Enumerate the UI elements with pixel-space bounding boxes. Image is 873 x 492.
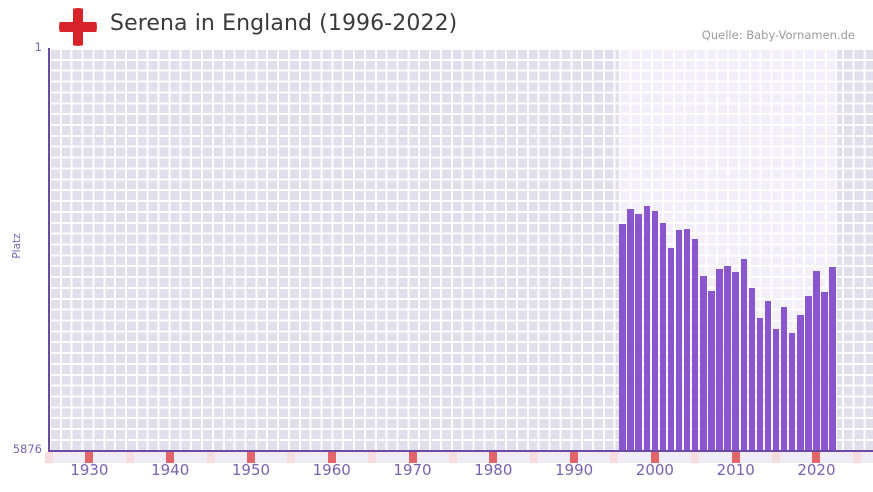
x-axis-minor-tick — [610, 452, 619, 463]
x-axis-major-tick — [489, 452, 498, 463]
x-axis-strip — [49, 452, 873, 463]
x-axis-major-tick — [812, 452, 821, 463]
x-axis-major-tick — [731, 452, 740, 463]
bar[interactable] — [780, 307, 788, 450]
bar[interactable] — [740, 258, 747, 450]
bar[interactable] — [805, 295, 812, 450]
x-axis-minor-tick — [45, 452, 53, 463]
bar[interactable] — [675, 229, 683, 450]
x-axis-tick-label: 2010 — [716, 461, 755, 479]
bar[interactable] — [708, 290, 715, 450]
england-flag-icon — [59, 8, 97, 46]
flag-cross-vertical — [73, 8, 83, 46]
x-axis-major-tick — [408, 452, 417, 463]
x-axis-major-tick — [85, 452, 94, 463]
bar[interactable] — [764, 301, 772, 450]
x-axis-major-tick — [166, 452, 175, 463]
x-axis-tick-label: 1930 — [70, 461, 109, 479]
x-axis-minor-tick — [448, 452, 457, 463]
x-axis-minor-tick — [772, 452, 781, 463]
bar[interactable] — [643, 206, 651, 450]
chart-title: Serena in England (1996-2022) — [110, 11, 458, 36]
y-axis-top-tick-label: 1 — [34, 40, 42, 54]
bar[interactable] — [813, 271, 820, 450]
bar[interactable] — [692, 238, 699, 450]
x-axis-tick-label: 1940 — [151, 461, 190, 479]
bar[interactable] — [716, 268, 723, 450]
bar[interactable] — [821, 291, 828, 450]
bar[interactable] — [619, 224, 626, 450]
bar[interactable] — [667, 248, 675, 450]
x-axis-minor-tick — [529, 452, 538, 463]
x-axis-minor-tick — [368, 452, 377, 463]
bar[interactable] — [627, 208, 634, 450]
x-axis-tick-label: 1960 — [312, 461, 351, 479]
bar[interactable] — [732, 272, 739, 450]
y-axis-title: Platz — [11, 233, 23, 259]
bar[interactable] — [659, 223, 667, 450]
x-axis-minor-tick — [206, 452, 215, 463]
x-axis-tick-label: 2000 — [635, 461, 674, 479]
x-axis-tick-label: 1980 — [474, 461, 513, 479]
y-axis-bottom-tick-label: 5876 — [12, 442, 42, 456]
x-axis-minor-tick — [287, 452, 296, 463]
bar[interactable] — [797, 315, 804, 450]
x-axis-minor-tick — [852, 452, 861, 463]
x-axis-minor-tick — [691, 452, 700, 463]
bar[interactable] — [724, 265, 731, 450]
plot-area — [49, 48, 873, 450]
x-axis-major-tick — [246, 452, 255, 463]
x-axis-major-tick — [327, 452, 336, 463]
x-axis-tick-label: 1950 — [231, 461, 271, 479]
bar[interactable] — [700, 275, 707, 450]
x-axis-major-tick — [570, 452, 579, 463]
x-axis-tick-label: 1970 — [393, 461, 432, 479]
bar[interactable] — [756, 317, 764, 450]
bar[interactable] — [829, 266, 836, 450]
x-axis-tick-label: 2020 — [797, 461, 836, 479]
x-axis-line — [48, 450, 873, 452]
bar[interactable] — [651, 210, 659, 450]
bar[interactable] — [683, 228, 691, 450]
bar[interactable] — [788, 332, 796, 450]
bar[interactable] — [772, 329, 780, 450]
y-axis-line — [48, 48, 50, 451]
bar[interactable] — [748, 288, 756, 450]
x-axis-major-tick — [650, 452, 659, 463]
bar[interactable] — [635, 214, 642, 450]
source-credit: Quelle: Baby-Vornamen.de — [701, 28, 855, 42]
x-axis-tick-label: 1990 — [555, 461, 594, 479]
x-axis-minor-tick — [125, 452, 134, 463]
